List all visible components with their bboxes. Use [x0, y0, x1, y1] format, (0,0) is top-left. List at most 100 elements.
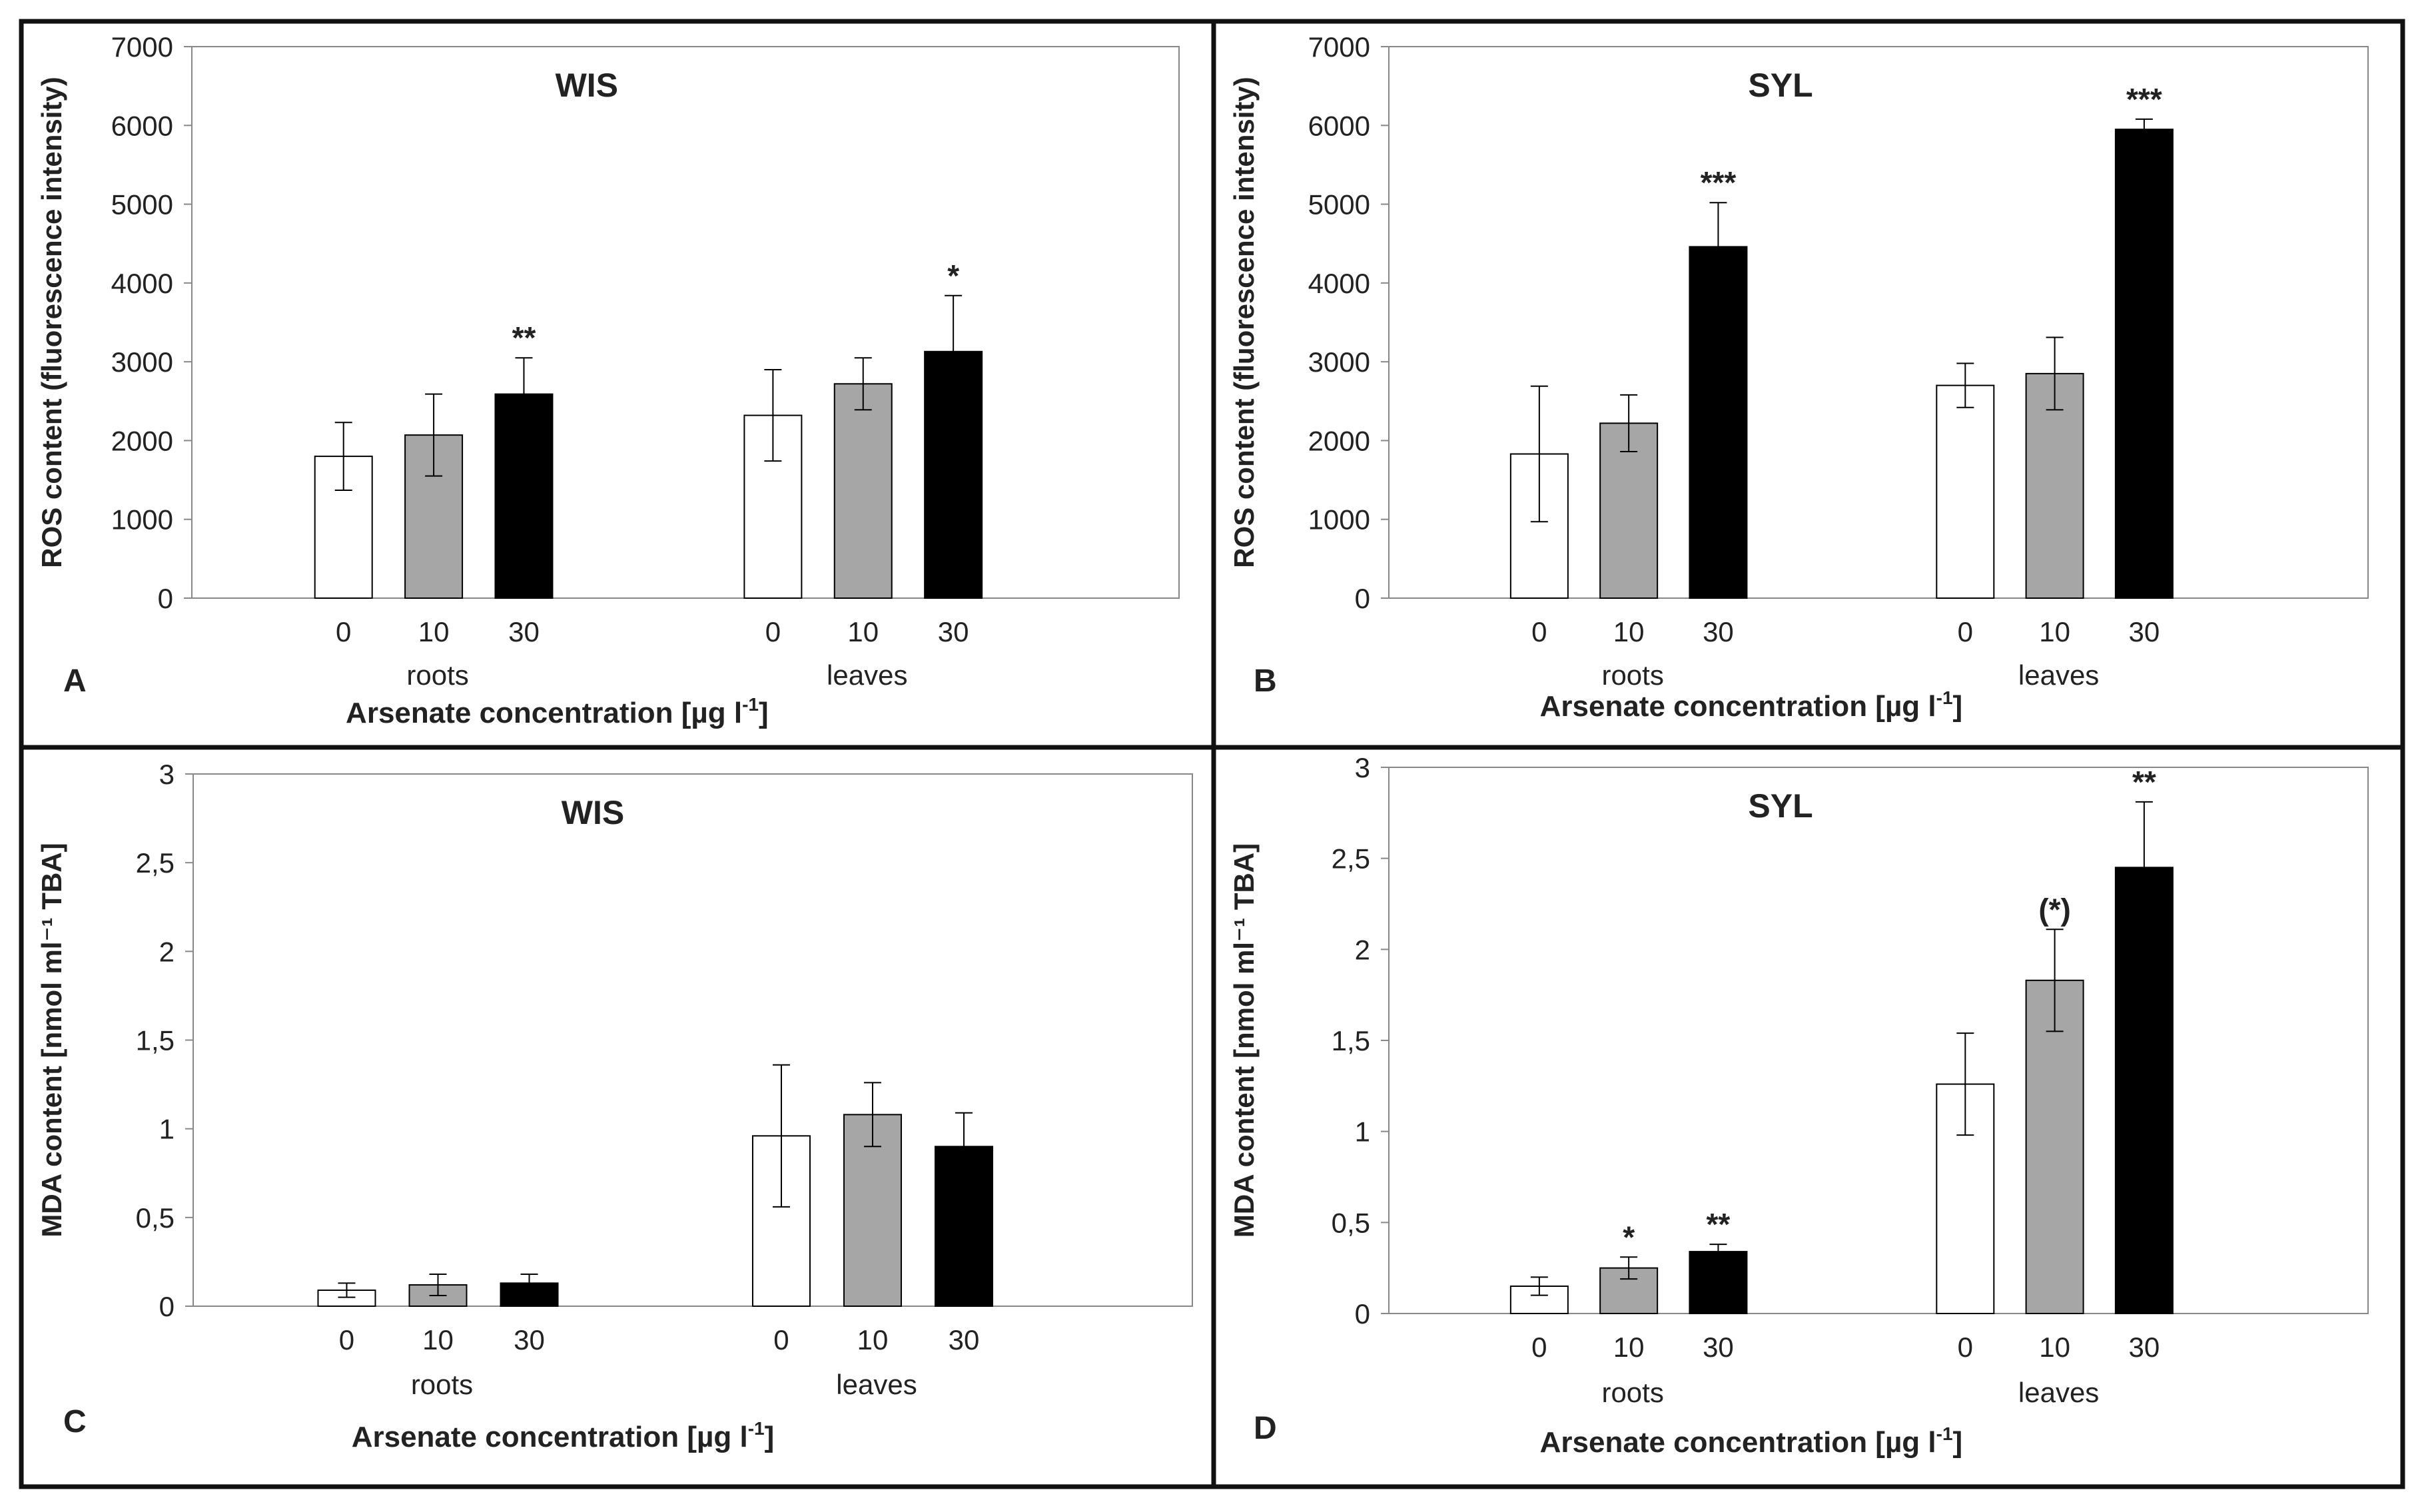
y-tick-label: 0,5 [136, 1202, 175, 1234]
x-tick-label: 30 [949, 1324, 980, 1355]
significance-label: *** [2126, 82, 2162, 117]
y-tick-label: 2,5 [1332, 843, 1370, 875]
x-axis-label: Arsenate concentration [µg l-1] [1540, 687, 1963, 723]
x-tick-label: 0 [336, 616, 351, 647]
y-tick-label: 1 [1355, 1116, 1370, 1148]
panel-border [1211, 19, 2405, 750]
group-label-roots: roots [411, 1369, 473, 1400]
y-tick-label: 7000 [1308, 31, 1370, 63]
y-tick-label: 1,5 [136, 1025, 175, 1056]
plot-area [1388, 767, 2369, 1314]
chart-title: SYL [1748, 67, 1813, 104]
y-tick-label: 4000 [111, 268, 173, 299]
x-tick-label: 0 [339, 1324, 354, 1355]
plot-area [191, 46, 1180, 599]
x-tick-label: 30 [938, 616, 969, 647]
significance-label: ** [512, 320, 536, 355]
y-tick-label: 6000 [111, 110, 173, 141]
x-tick-label: 0 [773, 1324, 789, 1355]
x-tick-label: 10 [857, 1324, 889, 1355]
y-tick-label: 0 [1355, 1298, 1370, 1329]
x-tick-label: 10 [2039, 616, 2070, 647]
x-tick-label: 0 [1531, 616, 1547, 647]
y-tick-label: 1,5 [1332, 1025, 1370, 1056]
x-tick-label: 10 [1613, 616, 1645, 647]
group-label-leaves: leaves [827, 659, 907, 691]
x-tick-label: 0 [1958, 616, 1973, 647]
group-label-roots: roots [406, 659, 468, 691]
panel-border [1211, 745, 2405, 1489]
x-axis-label-sup: -1 [1936, 1423, 1953, 1444]
y-tick-label: 0 [159, 1291, 175, 1322]
x-axis-label-end: ] [1953, 1426, 1963, 1459]
y-tick-label: 6000 [1308, 110, 1370, 141]
x-tick-label: 10 [1613, 1331, 1645, 1363]
x-axis-label-main: Arsenate concentration [µg l [346, 697, 742, 729]
x-tick-label: 0 [1958, 1331, 1973, 1363]
panel-letter: A [63, 663, 87, 699]
panel-letter: C [63, 1404, 87, 1439]
x-tick-label: 30 [1703, 1331, 1734, 1363]
x-axis-label-end: ] [759, 697, 769, 729]
x-tick-label: 30 [514, 1324, 545, 1355]
x-axis-label-main: Arsenate concentration [µg l [1540, 690, 1936, 723]
chart-title: WIS [562, 794, 624, 831]
x-tick-label: 30 [1703, 616, 1734, 647]
y-tick-label: 7000 [111, 31, 173, 63]
plot-area [193, 773, 1193, 1307]
y-tick-label: 2,5 [136, 847, 175, 879]
x-axis-label-sup: -1 [748, 1418, 765, 1439]
significance-label: ** [2132, 765, 2156, 799]
y-axis-label: MDA content [nmol ml⁻¹ TBA] [36, 843, 67, 1237]
x-tick-label: 30 [508, 616, 540, 647]
x-tick-label: 0 [1531, 1331, 1547, 1363]
significance-label: * [947, 258, 959, 293]
x-tick-label: 10 [422, 1324, 454, 1355]
y-tick-label: 4000 [1308, 268, 1370, 299]
x-tick-label: 0 [765, 616, 781, 647]
y-tick-label: 3 [159, 759, 175, 790]
x-axis-label-sup: -1 [1936, 687, 1953, 708]
x-axis-label: Arsenate concentration [µg l-1] [352, 1418, 775, 1453]
group-label-leaves: leaves [836, 1369, 917, 1400]
significance-label: * [1623, 1220, 1635, 1254]
panel-c: 0 0,5 1 1,5 2 2,5 3 MDA content [nmol ml⁻¹ TBA]… [19, 745, 1216, 1489]
x-tick-label: 10 [847, 616, 879, 647]
bar-roots-10 [1599, 422, 1659, 599]
x-axis-label-end: ] [765, 1421, 775, 1453]
y-tick-label: 0,5 [1332, 1207, 1370, 1238]
y-axis-label: MDA content [nmol ml⁻¹ TBA] [1228, 843, 1260, 1238]
y-tick-label: 3000 [111, 346, 173, 378]
chart-title: SYL [1748, 787, 1813, 825]
significance-label: *** [1701, 165, 1737, 200]
y-tick-label: 1000 [1308, 504, 1370, 536]
bar-roots-0 [314, 456, 373, 599]
y-tick-label: 2000 [1308, 425, 1370, 456]
bar-leaves-30 [2114, 867, 2174, 1315]
bar-roots-30 [1689, 246, 1748, 599]
x-tick-label: 10 [418, 616, 450, 647]
x-axis-label-sup: -1 [742, 694, 759, 715]
x-axis-label: Arsenate concentration [µg l-1] [1540, 1423, 1963, 1459]
x-axis-label-end: ] [1953, 690, 1963, 723]
y-tick-label: 3000 [1308, 346, 1370, 378]
x-tick-label: 30 [2129, 616, 2160, 647]
y-tick-label: 5000 [111, 189, 173, 220]
y-tick-label: 1000 [111, 504, 173, 536]
panel-letter: B [1254, 663, 1277, 699]
plot-area [1388, 46, 2369, 599]
panel-letter: D [1254, 1411, 1277, 1446]
panel-d: 0 0,5 1 1,5 2 2,5 3 MDA content [nmol ml⁻¹ TBA]… [1211, 745, 2405, 1489]
panel-border [19, 745, 1216, 1489]
bar-leaves-0 [1936, 384, 1995, 599]
y-tick-label: 0 [1355, 583, 1370, 614]
y-tick-label: 1 [159, 1114, 175, 1145]
group-label-roots: roots [1601, 1377, 1663, 1408]
significance-label: ** [1707, 1207, 1731, 1242]
bar-leaves-30 [2114, 129, 2174, 599]
y-axis-label: ROS content (fluorescence intensity) [1228, 77, 1260, 567]
x-tick-label: 30 [2129, 1331, 2160, 1363]
y-tick-label: 2000 [111, 425, 173, 456]
